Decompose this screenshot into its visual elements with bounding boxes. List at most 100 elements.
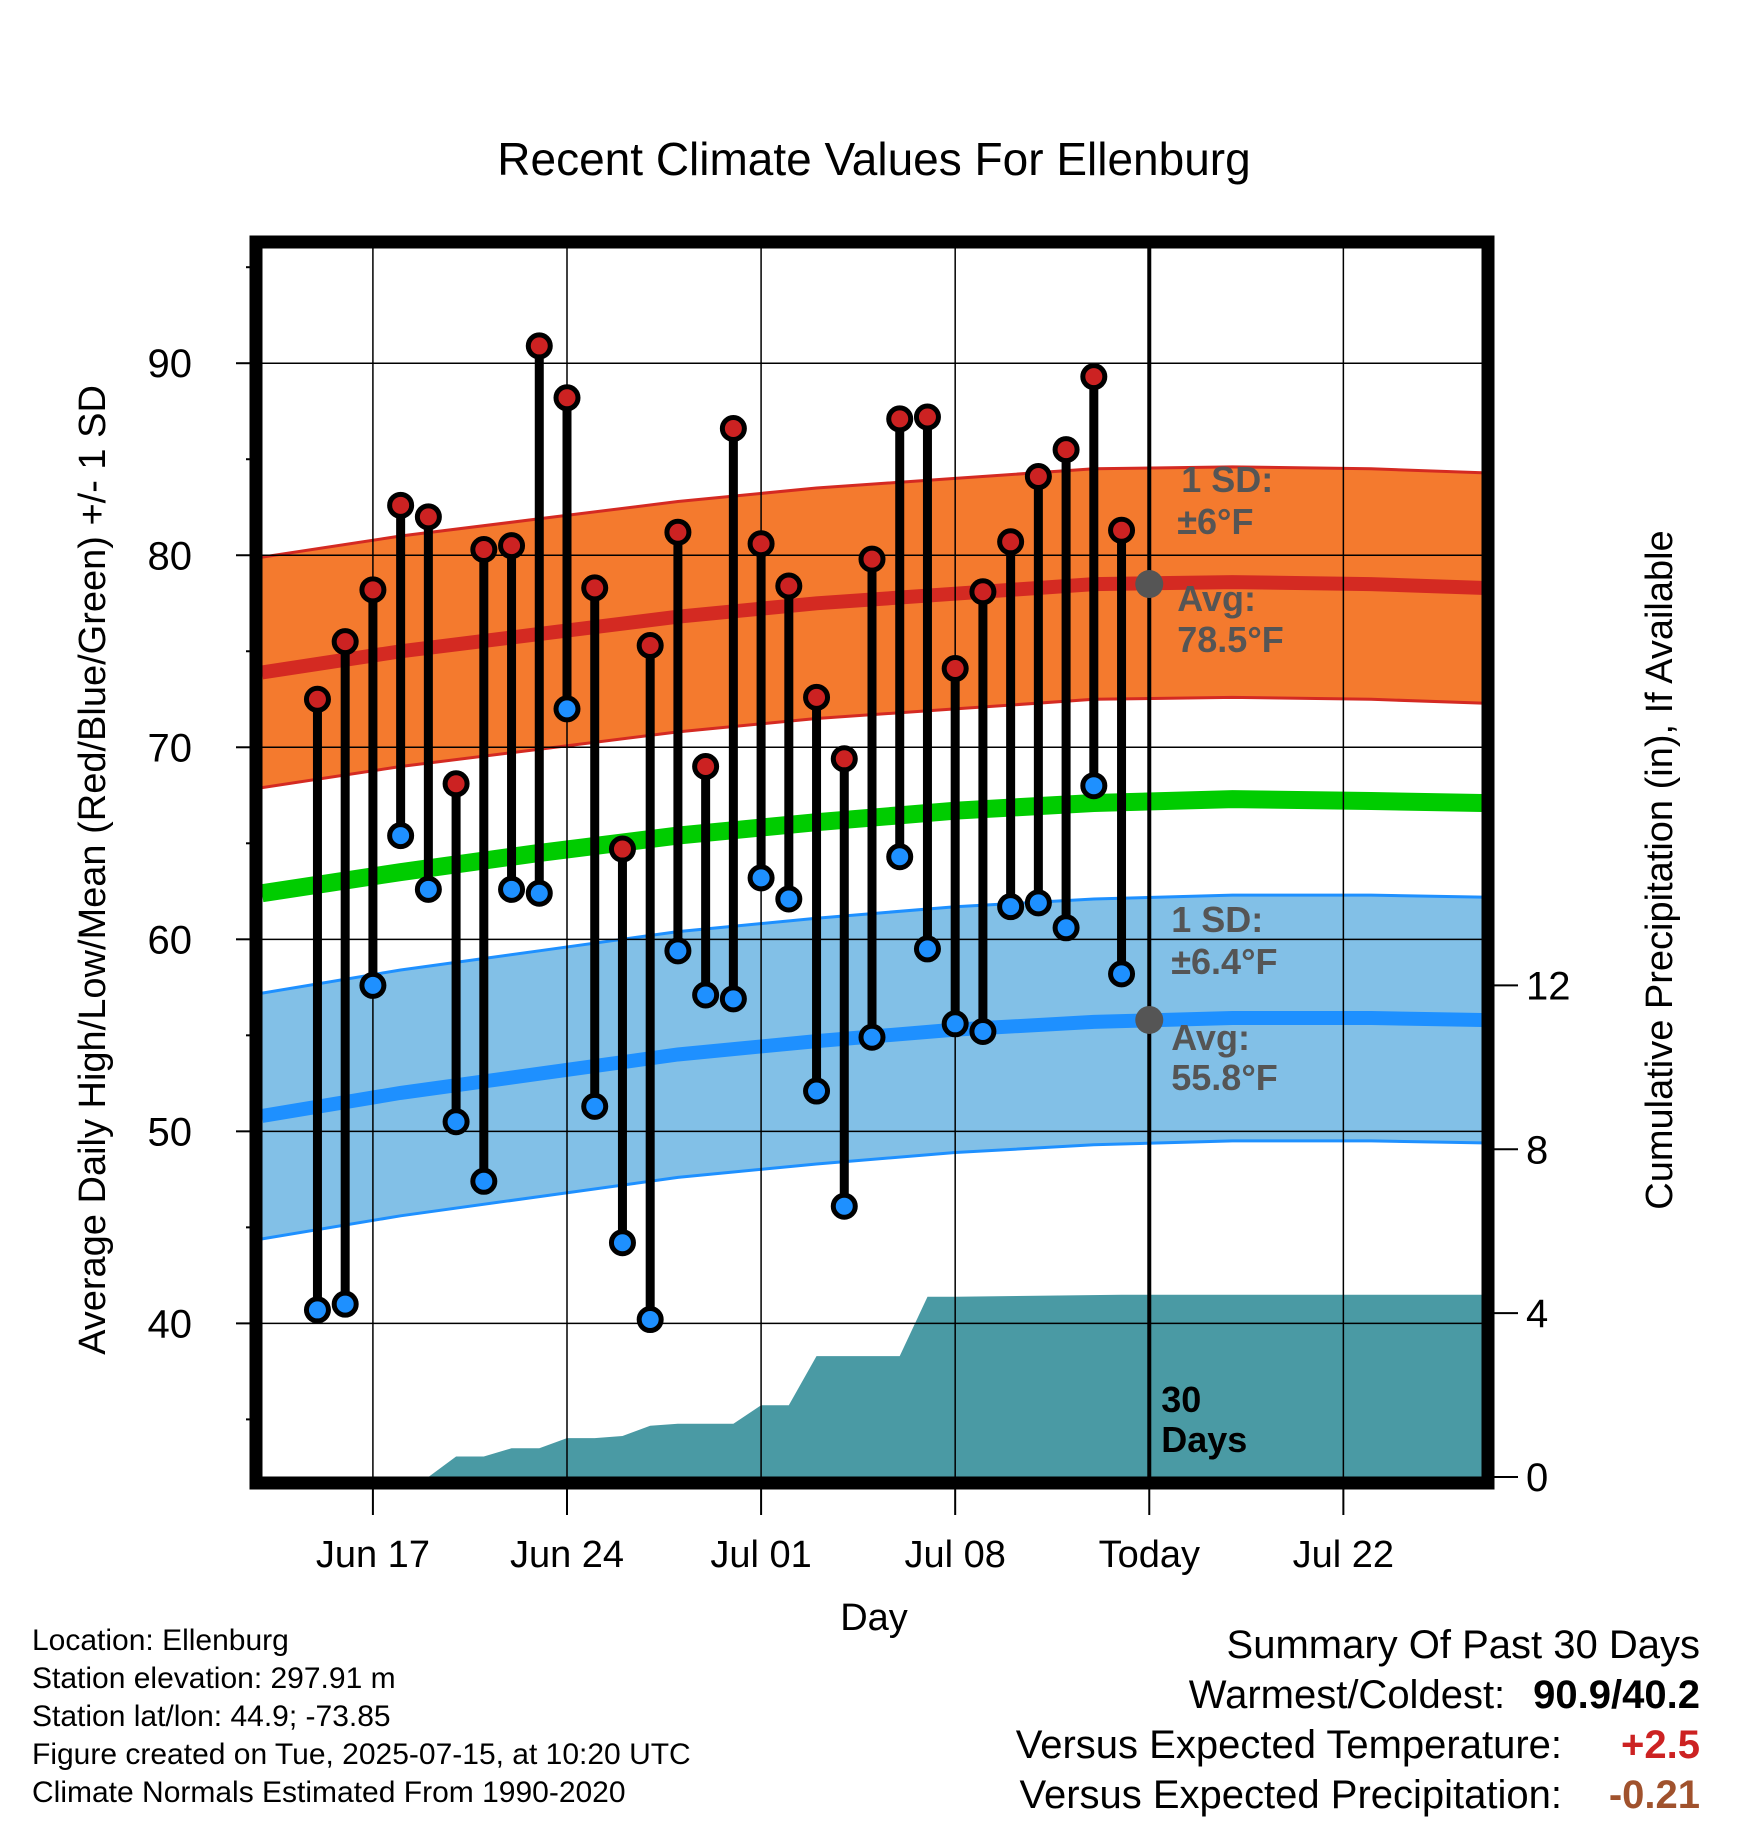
low-avg-value: 55.8°F: [1171, 1057, 1277, 1098]
daily-high-point: [470, 535, 498, 563]
daily-low-point: [941, 1010, 969, 1038]
daily-low-point: [664, 937, 692, 965]
daily-low-point: [775, 885, 803, 913]
daily-high-point: [1024, 463, 1052, 491]
summary-heading: Summary Of Past 30 Days: [1226, 1623, 1700, 1667]
daily-high-point: [858, 545, 886, 573]
daily-high-point: [803, 683, 831, 711]
y-axis-right-label: Cumulative Precipitation (in), If Availa…: [1639, 530, 1681, 1209]
daily-high-point: [664, 518, 692, 546]
left-tick-label: 50: [148, 1110, 193, 1154]
summary-temp: Versus Expected Temperature: +2.5: [1016, 1720, 1700, 1770]
low-normal-lower-edge: [262, 1139, 1482, 1241]
daily-high-point: [442, 770, 470, 798]
high-sd-value: ±6°F: [1177, 501, 1253, 542]
left-tick-label: 80: [148, 534, 193, 578]
daily-low-point: [1052, 914, 1080, 942]
low-normal-upper-edge: [262, 893, 1482, 995]
right-tick-label: 4: [1526, 1292, 1548, 1336]
daily-low-point: [719, 985, 747, 1013]
low-normal-avg-line: [262, 1011, 1482, 1123]
daily-low-point: [581, 1092, 609, 1120]
days-label-number: 30: [1161, 1379, 1201, 1420]
daily-low-point: [414, 875, 442, 903]
daily-high-point: [692, 752, 720, 780]
elevation-text: Station elevation: 297.91 m: [32, 1662, 396, 1695]
left-tick-label: 90: [148, 342, 193, 386]
daily-high-point: [498, 532, 526, 560]
daily-high-point: [1108, 516, 1136, 544]
daily-low-point: [303, 1296, 331, 1324]
warm-cold-label: Warmest/Coldest:: [1188, 1673, 1506, 1717]
daily-low-point: [830, 1192, 858, 1220]
daily-low-point: [608, 1229, 636, 1257]
daily-high-point: [553, 384, 581, 412]
high-normal-upper-edge: [262, 465, 1482, 559]
daily-high-point: [608, 835, 636, 863]
high-normal-lower-edge: [262, 695, 1482, 790]
daily-high-point: [941, 655, 969, 683]
bottom-tick-label: Jul 08: [904, 1534, 1005, 1576]
left-tick-label: 70: [148, 726, 193, 770]
daily-high-point: [414, 503, 442, 531]
bottom-tick-label: Jul 01: [710, 1534, 811, 1576]
daily-low-point: [636, 1306, 664, 1334]
daily-low-point: [997, 893, 1025, 921]
latlon-text: Station lat/lon: 44.9; -73.85: [32, 1700, 391, 1733]
daily-low-point: [747, 864, 775, 892]
daily-high-point: [913, 403, 941, 431]
daily-low-point: [969, 1017, 997, 1045]
low-avg-label: Avg:: [1171, 1017, 1250, 1058]
daily-high-point: [525, 332, 553, 360]
y-axis-left-label: Average Daily High/Low/Mean (Red/Blue/Gr…: [72, 385, 114, 1355]
daily-high-point: [387, 491, 415, 519]
daily-low-point: [1024, 889, 1052, 917]
daily-high-point: [886, 405, 914, 433]
location-text: Location: Ellenburg: [32, 1624, 289, 1657]
temp-anomaly-label: Versus Expected Temperature:: [1015, 1723, 1562, 1767]
plot-frame: [249, 235, 1495, 1490]
daily-low-point: [359, 971, 387, 999]
high-avg-marker: [1135, 570, 1164, 599]
created-text: Figure created on Tue, 2025-07-15, at 10…: [32, 1738, 691, 1771]
bottom-tick-label: Today: [1099, 1534, 1200, 1576]
high-sd-label: 1 SD:: [1181, 459, 1273, 500]
high-avg-label: Avg:: [1177, 578, 1256, 619]
x-axis-label: Day: [840, 1597, 908, 1639]
high-normal-avg-line: [262, 575, 1482, 680]
daily-observations: [303, 332, 1136, 1334]
low-avg-marker: [1135, 1005, 1164, 1034]
precip-anomaly-label: Versus Expected Precipitation:: [1019, 1773, 1562, 1817]
daily-high-point: [1052, 436, 1080, 464]
daily-low-point: [331, 1290, 359, 1318]
daily-high-point: [775, 572, 803, 600]
right-tick-label: 0: [1526, 1456, 1548, 1500]
temp-anomaly-value: +2.5: [1621, 1723, 1700, 1767]
axes: 40 50 60 70 80 90 0 4 8 12 Jun 17 Jun 24 Jul 01 Jul 0…: [148, 266, 1571, 1576]
right-tick-label: 12: [1526, 964, 1571, 1008]
daily-high-point: [359, 576, 387, 604]
daily-high-point: [636, 632, 664, 660]
station-info: Location: Ellenburg Station elevation: 2…: [32, 1622, 691, 1812]
daily-low-point: [913, 935, 941, 963]
daily-low-point: [692, 981, 720, 1009]
normals-text: Climate Normals Estimated From 1990-2020: [32, 1776, 626, 1809]
daily-high-point: [830, 745, 858, 773]
warm-cold-value: 90.9/40.2: [1533, 1673, 1700, 1717]
daily-low-point: [886, 843, 914, 871]
daily-high-point: [581, 574, 609, 602]
bottom-tick-label: Jul 22: [1293, 1534, 1394, 1576]
left-tick-label: 60: [148, 918, 193, 962]
daily-low-point: [1108, 960, 1136, 988]
daily-low-point: [803, 1077, 831, 1105]
low-sd-value: ±6.4°F: [1171, 941, 1277, 982]
right-tick-label: 8: [1526, 1128, 1548, 1172]
plot-frame-group: [249, 235, 1495, 1490]
daily-low-point: [442, 1108, 470, 1136]
precip-anomaly-value: -0.21: [1608, 1773, 1700, 1817]
daily-high-point: [997, 528, 1025, 556]
daily-low-point: [858, 1023, 886, 1051]
bottom-tick-label: Jun 17: [316, 1534, 430, 1576]
